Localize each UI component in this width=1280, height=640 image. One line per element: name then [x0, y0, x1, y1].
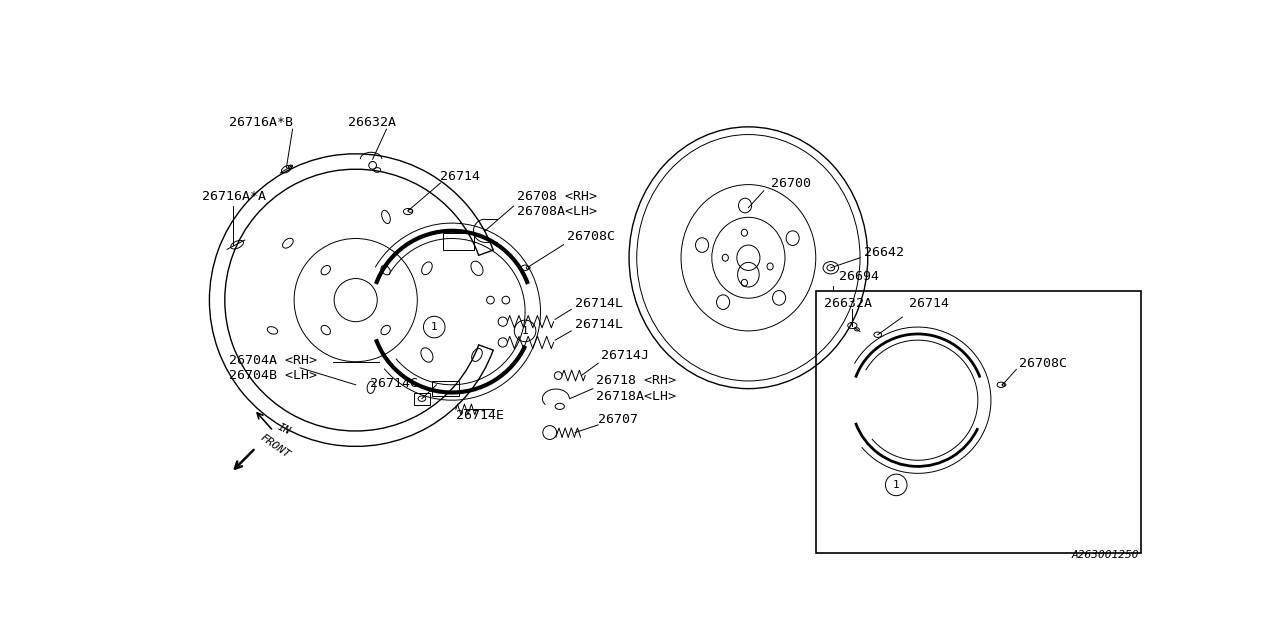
Text: A263001250: A263001250: [1073, 550, 1139, 561]
Text: FRONT: FRONT: [257, 433, 292, 460]
Text: 26714L: 26714L: [575, 318, 623, 332]
Text: 26632A: 26632A: [824, 298, 872, 310]
Bar: [443, 233, 474, 250]
Text: 26714L: 26714L: [575, 298, 623, 310]
Text: 26714J: 26714J: [600, 349, 649, 362]
Text: 1: 1: [522, 326, 529, 336]
Text: 26708C: 26708C: [1019, 356, 1068, 370]
Text: 26714: 26714: [909, 298, 948, 310]
Bar: [431, 381, 460, 396]
Text: 26708A<LH>: 26708A<LH>: [517, 205, 598, 218]
Bar: [415, 392, 430, 405]
Text: 26714: 26714: [440, 170, 480, 184]
FancyArrowPatch shape: [257, 413, 271, 429]
Text: 26700: 26700: [772, 177, 812, 189]
Text: 26704A <RH>: 26704A <RH>: [229, 354, 316, 367]
Text: 26707: 26707: [598, 413, 639, 426]
Text: 1: 1: [893, 480, 900, 490]
Text: 26632A: 26632A: [348, 116, 396, 129]
Text: 26718A<LH>: 26718A<LH>: [596, 390, 676, 403]
Bar: [817, 291, 1140, 553]
Text: IN: IN: [275, 422, 292, 437]
Text: 26642: 26642: [864, 246, 904, 259]
Text: 26708C: 26708C: [567, 230, 616, 243]
Text: 26694: 26694: [840, 271, 879, 284]
Text: 26718 <RH>: 26718 <RH>: [596, 374, 676, 387]
Text: 26708 <RH>: 26708 <RH>: [517, 189, 598, 203]
Text: 26716A*A: 26716A*A: [202, 189, 266, 203]
Text: 26704B <LH>: 26704B <LH>: [229, 369, 316, 382]
Text: 1: 1: [431, 322, 438, 332]
Text: 26714C: 26714C: [370, 377, 417, 390]
Text: 26714E: 26714E: [456, 409, 504, 422]
Text: 26716A*B: 26716A*B: [229, 116, 293, 129]
FancyArrowPatch shape: [236, 450, 253, 468]
